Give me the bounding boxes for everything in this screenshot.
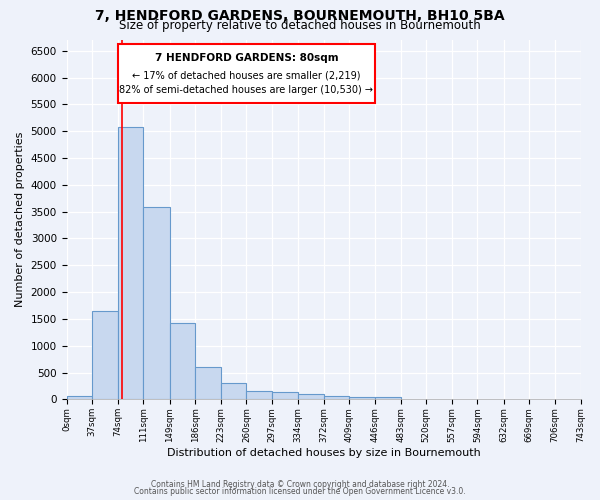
Bar [247, 392, 272, 400]
Bar [143, 208, 170, 400]
Text: Contains public sector information licensed under the Open Government Licence v3: Contains public sector information licen… [134, 487, 466, 496]
X-axis label: Distribution of detached houses by size in Bournemouth: Distribution of detached houses by size … [167, 448, 481, 458]
Bar [221, 384, 247, 400]
Text: 7, HENDFORD GARDENS, BOURNEMOUTH, BH10 5BA: 7, HENDFORD GARDENS, BOURNEMOUTH, BH10 5… [95, 9, 505, 23]
Bar [375, 396, 401, 400]
Bar [170, 324, 195, 400]
Text: Size of property relative to detached houses in Bournemouth: Size of property relative to detached ho… [119, 19, 481, 32]
Text: 82% of semi-detached houses are larger (10,530) →: 82% of semi-detached houses are larger (… [119, 85, 373, 95]
Bar [92, 312, 118, 400]
FancyBboxPatch shape [118, 44, 375, 103]
Bar [349, 398, 375, 400]
Text: Contains HM Land Registry data © Crown copyright and database right 2024.: Contains HM Land Registry data © Crown c… [151, 480, 449, 489]
Text: ← 17% of detached houses are smaller (2,219): ← 17% of detached houses are smaller (2,… [132, 70, 361, 80]
Y-axis label: Number of detached properties: Number of detached properties [15, 132, 25, 308]
Bar [298, 394, 324, 400]
Bar [324, 396, 349, 400]
Text: 7 HENDFORD GARDENS: 80sqm: 7 HENDFORD GARDENS: 80sqm [155, 53, 338, 63]
Bar [195, 366, 221, 400]
Bar [118, 127, 143, 400]
Bar [67, 396, 92, 400]
Bar [272, 392, 298, 400]
